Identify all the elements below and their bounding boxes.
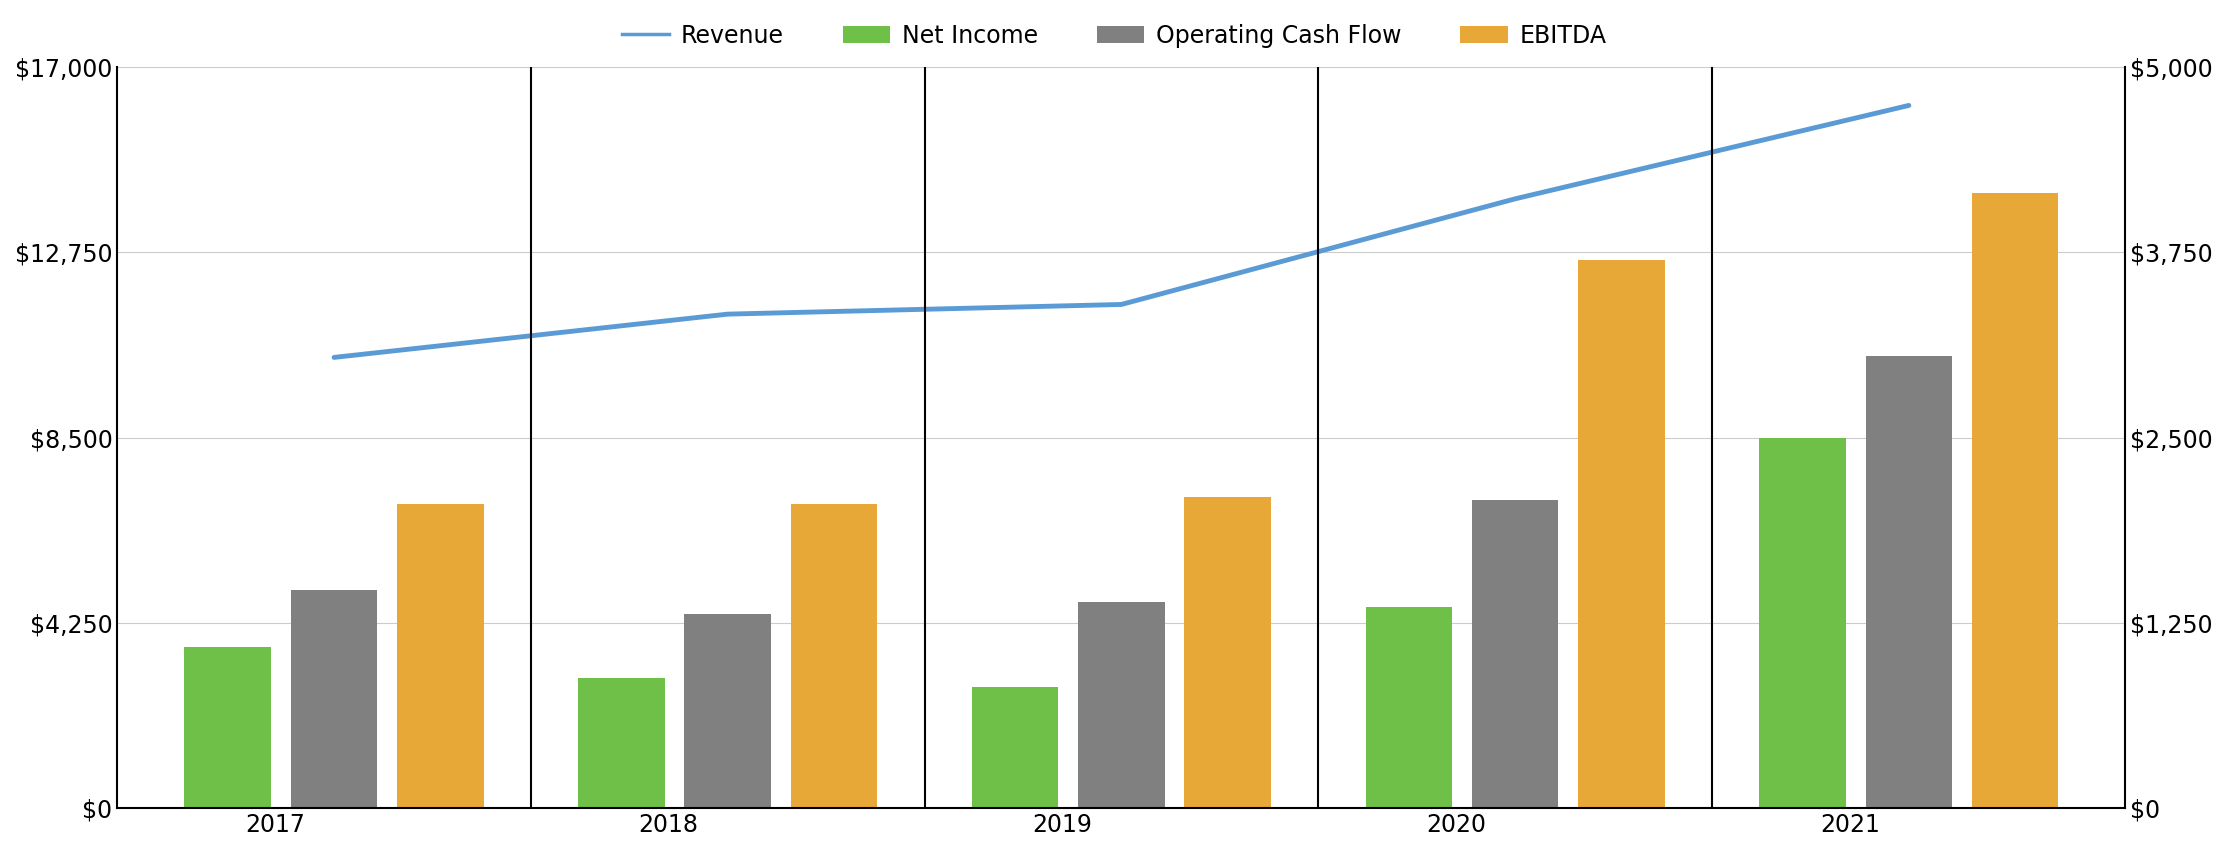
Bar xyxy=(1185,497,1270,809)
Bar xyxy=(1473,500,1557,809)
Bar xyxy=(290,590,377,809)
Bar xyxy=(971,687,1058,809)
Bar xyxy=(1972,193,2059,809)
Bar xyxy=(1865,356,1952,809)
Bar xyxy=(1078,602,1165,809)
Bar xyxy=(791,504,878,809)
Bar xyxy=(1577,260,1664,809)
Bar xyxy=(185,648,272,809)
Bar xyxy=(1366,607,1453,809)
Bar xyxy=(397,504,483,809)
Legend: Revenue, Net Income, Operating Cash Flow, EBITDA: Revenue, Net Income, Operating Cash Flow… xyxy=(610,12,1618,60)
Bar xyxy=(684,614,771,809)
Bar xyxy=(577,677,664,809)
Bar xyxy=(1760,438,1845,809)
